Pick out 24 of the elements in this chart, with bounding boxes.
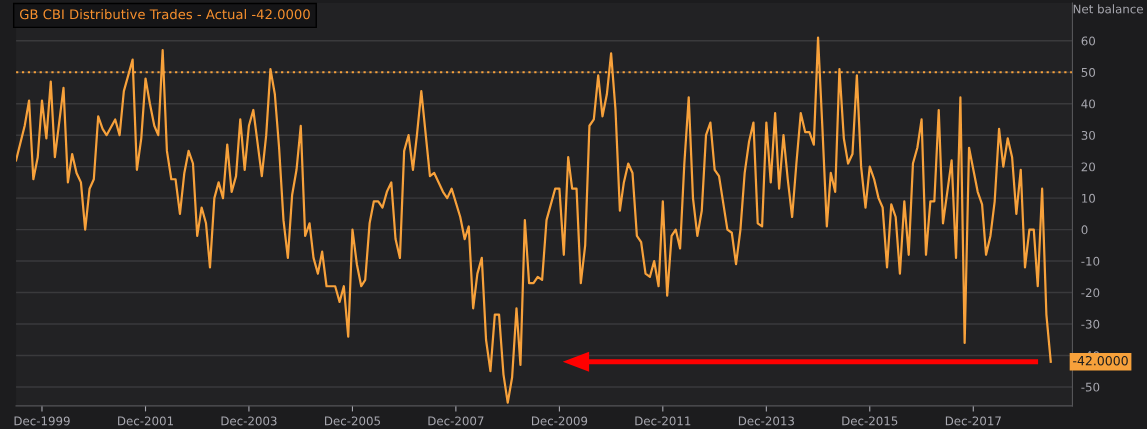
y-tick-label: 30 [1081,130,1096,140]
x-tick-label: Dec-2001 [118,416,174,426]
x-tick-label: Dec-2007 [428,416,484,426]
y-tick-label: 50 [1081,67,1096,77]
y-axis-title: Net balance [1073,4,1143,14]
chart-title: GB CBI Distributive Trades - Actual -42.0000 [19,9,310,20]
x-tick-label: Dec-1999 [14,416,70,426]
x-tick-label: Dec-2009 [531,416,588,426]
x-tick-label: Dec-2011 [635,416,691,426]
y-tick-label: 0 [1081,225,1088,235]
y-tick-label: 60 [1081,36,1096,46]
y-tick-label: -30 [1081,319,1100,329]
x-tick-label: Dec-2015 [842,416,898,426]
y-tick-label: 10 [1082,193,1096,203]
y-tick-label: -50 [1081,382,1100,392]
y-tick-label: -10 [1081,256,1100,266]
y-tick-label: 40 [1081,99,1096,109]
y-tick-label: -20 [1081,288,1100,298]
x-tick-label: Dec-2003 [221,416,277,426]
annotation: -42.0000 [1073,355,1128,366]
x-tick-label: Dec-2005 [325,416,381,426]
y-tick-label: 20 [1081,162,1096,172]
x-tick-label: Dec-2013 [738,416,794,426]
x-tick-label: Dec-2017 [945,416,1001,426]
